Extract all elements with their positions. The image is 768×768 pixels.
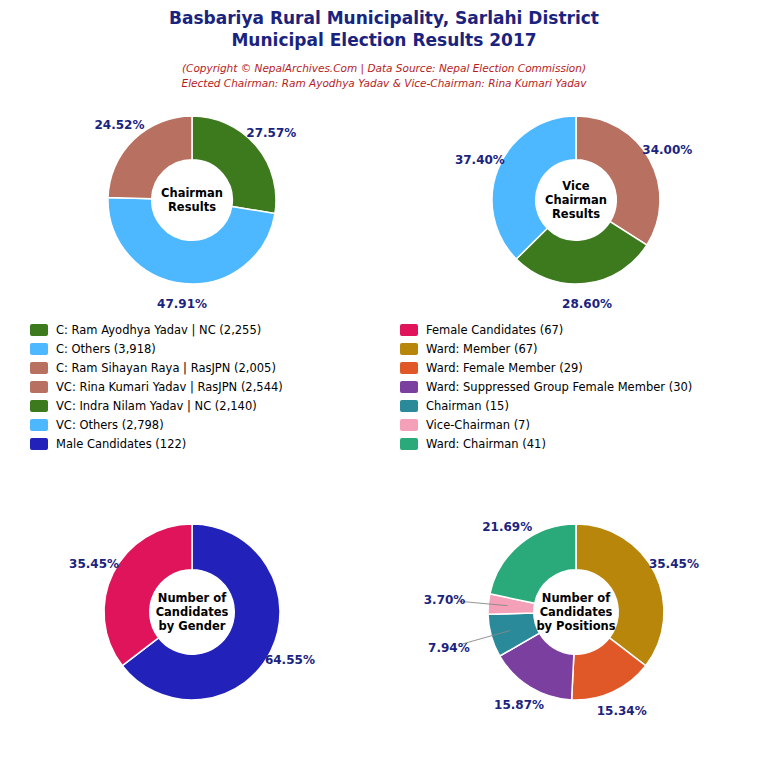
legend-swatch [400,419,418,431]
data-label: 35.45% [69,557,119,571]
data-label: 34.00% [642,143,692,157]
data-label: 64.55% [265,653,315,667]
data-label: 35.45% [649,557,699,571]
legend-swatch [30,400,48,412]
legend-entry: C: Others (3,918) [56,342,156,356]
data-label: 21.69% [482,520,532,534]
data-label: 27.57% [246,126,296,140]
legend-entry: C: Ram Ayodhya Yadav | NC (2,255) [56,323,261,337]
legend-swatch [400,381,418,393]
legend-swatch [30,419,48,431]
data-label: 3.70% [424,593,466,607]
legend-entry: Ward: Chairman (41) [426,437,546,451]
legend-entry: Vice-Chairman (7) [426,418,530,432]
title: Municipal Election Results 2017 [231,30,536,50]
data-label: 15.87% [494,698,544,712]
legend-entry: VC: Indra Nilam Yadav | NC (2,140) [56,399,257,413]
data-label: 7.94% [428,641,470,655]
legend-entry: Ward: Member (67) [426,342,538,356]
center-label: ViceChairmanResults [545,179,607,221]
data-label: 47.91% [157,297,207,311]
legend-swatch [400,438,418,450]
slice [572,638,646,700]
legend-swatch [400,324,418,336]
legend-entry: Male Candidates (122) [56,437,186,451]
legend-swatch [30,381,48,393]
legend-swatch [30,343,48,355]
legend-entry: Ward: Suppressed Group Female Member (30… [426,380,692,394]
center-label: Number ofCandidatesby Positions [536,591,615,633]
subtitle: Elected Chairman: Ram Ayodhya Yadav & Vi… [182,77,588,89]
legend-entry: Chairman (15) [426,399,509,413]
legend-swatch [400,400,418,412]
legend-swatch [30,324,48,336]
center-label: Number ofCandidatesby Gender [156,591,229,633]
center-label: ChairmanResults [161,186,223,214]
data-label: 24.52% [94,118,144,132]
chart-root: Basbariya Rural Municipality, Sarlahi Di… [0,0,768,768]
legend-entry: VC: Others (2,798) [56,418,164,432]
data-label: 37.40% [455,153,505,167]
donut-chart: 35.45% 15.34% 15.87% 7.94% 3.70% 21.69% Number… [424,520,699,718]
donut-chart: 27.57% 47.91% 24.52% ChairmanResults [94,116,296,311]
legend: C: Ram Ayodhya Yadav | NC (2,255) C: Othe… [30,323,692,451]
legend-swatch [400,343,418,355]
donut-chart: 34.00% 28.60% 37.40% ViceChairmanResults [455,116,692,311]
data-label: 28.60% [562,297,612,311]
legend-entry: VC: Rina Kumari Yadav | RasJPN (2,544) [56,380,283,394]
legend-swatch [400,362,418,374]
subtitle: (Copyright © NepalArchives.Com | Data So… [182,62,586,75]
legend-entry: Ward: Female Member (29) [426,361,583,375]
donut-chart: 64.55% 35.45% Number ofCandidatesby Gender [69,524,315,700]
legend-swatch [30,362,48,374]
slice [108,197,275,284]
title: Basbariya Rural Municipality, Sarlahi Di… [169,8,599,28]
data-label: 15.34% [597,704,647,718]
legend-entry: C: Ram Sihayan Raya | RasJPN (2,005) [56,361,276,375]
background [0,0,768,768]
legend-entry: Female Candidates (67) [426,323,563,337]
legend-swatch [30,438,48,450]
leader-line [459,601,508,606]
